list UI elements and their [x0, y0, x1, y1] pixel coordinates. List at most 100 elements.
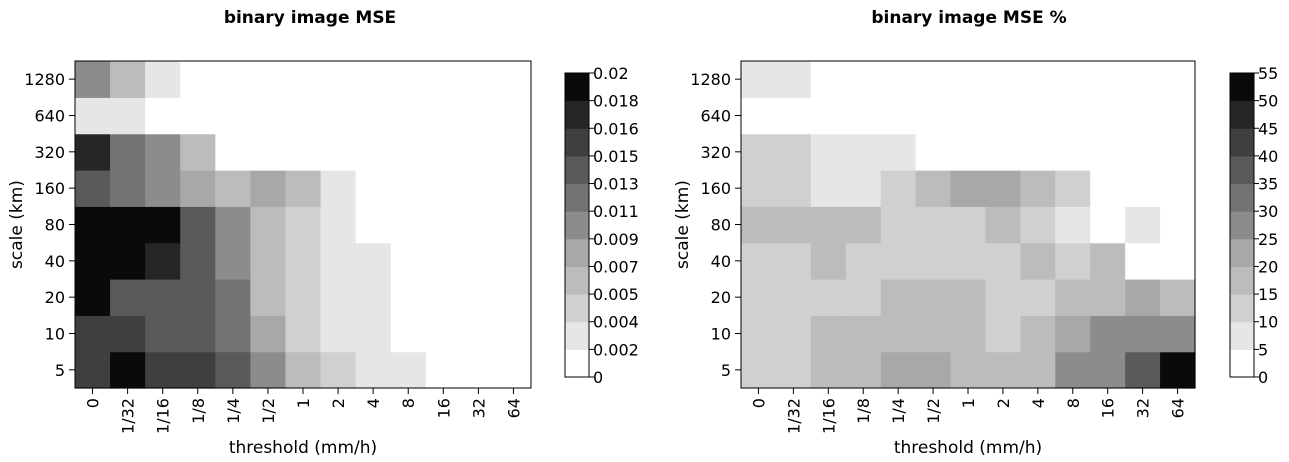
- y-tick-label: 10: [45, 325, 65, 344]
- colorbar-tick-label: 30: [1258, 202, 1278, 221]
- y-tick-label: 20: [45, 288, 65, 307]
- colorbar-tick-label: 0: [1258, 368, 1268, 387]
- heatmap-cell: [390, 351, 427, 389]
- heatmap-cell: [950, 351, 987, 389]
- heatmap-cell: [1090, 133, 1126, 171]
- heatmap-cell: [1160, 61, 1196, 98]
- x-tick-label: 64: [504, 398, 523, 418]
- heatmap-cell: [355, 170, 392, 207]
- heatmap-cell: [145, 279, 181, 316]
- colorbar-tick-label: 5: [1258, 340, 1268, 359]
- heatmap-cell: [390, 242, 427, 280]
- y-tick-label: 160: [34, 179, 65, 198]
- heatmap-cell: [390, 97, 427, 135]
- heatmap-cell: [950, 61, 987, 98]
- heatmap-cell: [1125, 133, 1161, 171]
- heatmap-cell: [1020, 242, 1056, 280]
- heatmap-cell: [915, 170, 952, 207]
- x-tick-label: 1/16: [819, 398, 838, 434]
- colorbar-tick-label: 10: [1258, 313, 1278, 332]
- heatmap-cell: [250, 61, 287, 98]
- heatmap-cell: [985, 279, 1021, 316]
- x-tick-label: 1/32: [784, 398, 803, 434]
- heatmap-cell: [75, 242, 111, 280]
- heatmap-cell: [250, 133, 287, 171]
- x-tick-label: 0: [84, 398, 103, 408]
- heatmap-cell: [950, 206, 987, 244]
- heatmap-cell: [460, 279, 497, 316]
- colorbar-frame: [1229, 72, 1255, 378]
- x-tick-label: 2: [994, 398, 1013, 408]
- heatmap-cell: [810, 315, 847, 353]
- colorbar-tick-label: 0.009: [593, 230, 639, 249]
- heatmap-cell: [775, 206, 812, 244]
- heatmap-cell: [845, 279, 882, 316]
- x-tick-label: 1/8: [854, 398, 873, 424]
- heatmap-cell: [425, 206, 462, 244]
- heatmap-cell: [1090, 351, 1126, 389]
- heatmap-cell: [145, 351, 181, 389]
- heatmap-cell: [741, 351, 777, 389]
- heatmap-cell: [285, 61, 322, 98]
- heatmap-cell: [285, 351, 322, 389]
- heatmap-cell: [75, 97, 111, 135]
- heatmap-cell: [495, 206, 532, 244]
- heatmap-cell: [390, 133, 427, 171]
- heatmap-cell: [915, 351, 952, 389]
- heatmap-cell: [985, 351, 1021, 389]
- heatmap-cell: [880, 97, 917, 135]
- heatmap-cell: [425, 279, 462, 316]
- heatmap-cell: [215, 242, 251, 280]
- heatmap-cell: [845, 97, 882, 135]
- x-tick-label: 4: [364, 398, 383, 408]
- heatmap-cell: [1090, 170, 1126, 207]
- colorbar-bin: [565, 128, 589, 157]
- heatmap-cell: [180, 351, 216, 389]
- heatmap-cell: [950, 97, 987, 135]
- heatmap-cell: [145, 97, 181, 135]
- x-tick-label: 1/2: [259, 398, 278, 424]
- y-tick-label: 80: [45, 216, 65, 235]
- heatmap-cell: [1160, 279, 1196, 316]
- colorbar-bin: [1230, 266, 1254, 295]
- heatmap-cell: [741, 97, 777, 135]
- heatmap-cell: [355, 206, 392, 244]
- heatmap-cell: [425, 97, 462, 135]
- heatmap-cell: [215, 61, 251, 98]
- heatmap-cell: [985, 206, 1021, 244]
- heatmap-cell: [75, 170, 111, 207]
- x-tick-label: 32: [469, 398, 488, 418]
- heatmap-cell: [355, 242, 392, 280]
- chart-title: binary image MSE %: [871, 8, 1066, 28]
- heatmap-cell: [845, 315, 882, 353]
- heatmap-cell: [145, 242, 181, 280]
- heatmap-cell: [320, 279, 357, 316]
- x-tick-label: 0: [749, 398, 768, 408]
- x-axis-label: threshold (mm/h): [894, 438, 1042, 458]
- colorbar-bin: [1230, 321, 1254, 350]
- heatmap-cell: [915, 133, 952, 171]
- colorbar-tick-label: 15: [1258, 285, 1278, 304]
- heatmap-cell: [1090, 242, 1126, 280]
- heatmap-cell: [285, 315, 322, 353]
- heatmap-cell: [1020, 315, 1056, 353]
- heatmap-cell: [355, 315, 392, 353]
- heatmap-cell: [1055, 351, 1091, 389]
- heatmap-cell: [495, 315, 532, 353]
- colorbar-tick-label: 0.005: [593, 285, 639, 304]
- colorbar-bin: [565, 349, 589, 378]
- heatmap-cell: [985, 133, 1021, 171]
- heatmap-cell: [950, 242, 987, 280]
- colorbar-bin: [565, 155, 589, 185]
- heatmap-cell: [145, 61, 181, 98]
- heatmap-cell: [320, 351, 357, 389]
- heatmap-cell: [1055, 61, 1091, 98]
- heatmap-cell: [425, 170, 462, 207]
- heatmap-cell: [495, 351, 532, 389]
- colorbar-bin: [565, 100, 589, 129]
- heatmap-cell: [1020, 279, 1056, 316]
- heatmap-cell: [75, 61, 111, 98]
- heatmap-cell: [985, 242, 1021, 280]
